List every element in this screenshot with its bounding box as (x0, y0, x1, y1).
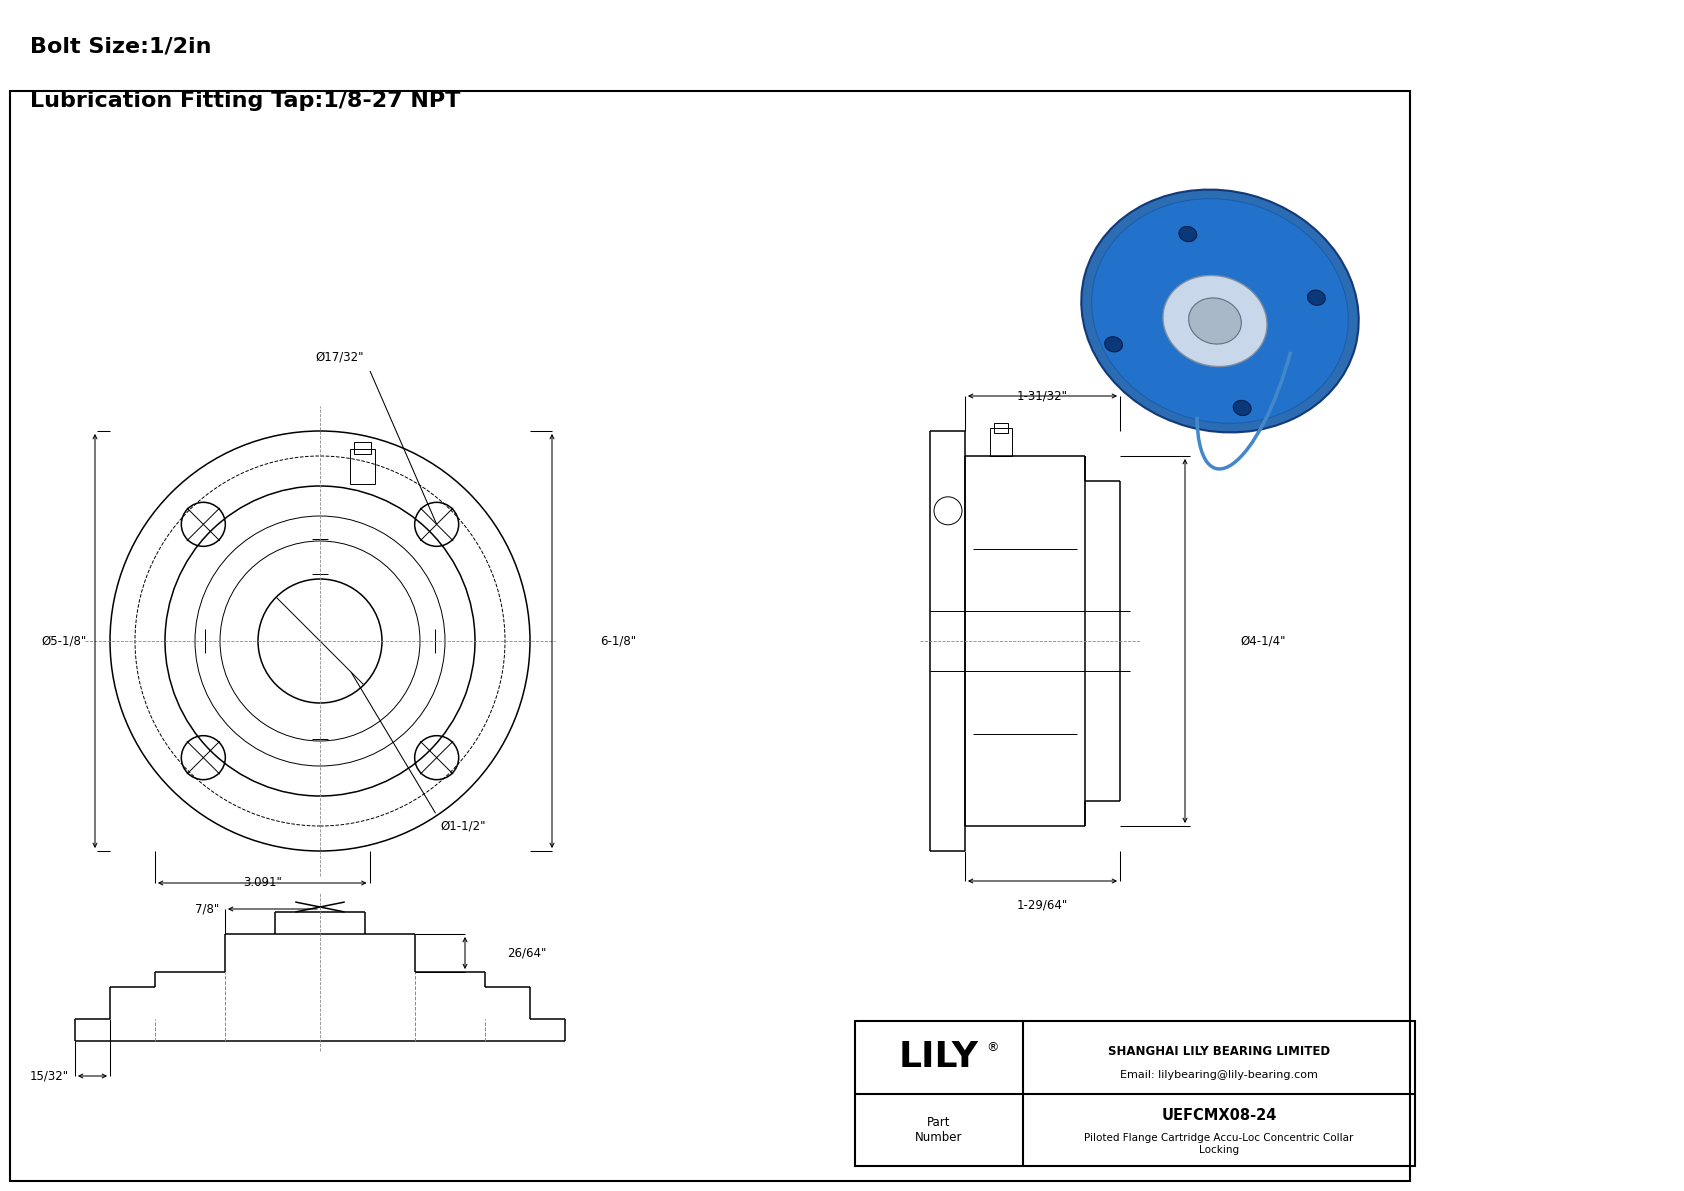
Text: Ø4-1/4": Ø4-1/4" (1239, 635, 1285, 648)
Text: Ø1-1/2": Ø1-1/2" (441, 819, 487, 833)
Ellipse shape (1307, 291, 1325, 305)
Bar (990, 428, 1012, 456)
Ellipse shape (1233, 400, 1251, 416)
Text: 26/64": 26/64" (507, 947, 546, 960)
Ellipse shape (1091, 199, 1349, 423)
Text: Bolt Size:1/2in: Bolt Size:1/2in (30, 36, 212, 56)
Text: ®: ® (987, 1041, 999, 1054)
Text: 6-1/8": 6-1/8" (600, 635, 637, 648)
Text: Part
Number: Part Number (914, 1116, 963, 1143)
Bar (855, 1021, 1415, 1166)
Text: 1-31/32": 1-31/32" (1017, 389, 1068, 403)
Bar (350, 449, 376, 484)
Text: 15/32": 15/32" (30, 1070, 69, 1083)
Text: 7/8": 7/8" (195, 903, 219, 916)
Text: Email: lilybearing@lily-bearing.com: Email: lilybearing@lily-bearing.com (1120, 1070, 1319, 1080)
Bar (10, 91, 1410, 1181)
Ellipse shape (1164, 275, 1266, 367)
Bar (994, 423, 1009, 434)
Ellipse shape (1189, 298, 1241, 344)
Text: UEFCMX08-24: UEFCMX08-24 (1162, 1108, 1276, 1123)
Text: Piloted Flange Cartridge Accu-Loc Concentric Collar
Locking: Piloted Flange Cartridge Accu-Loc Concen… (1084, 1134, 1354, 1155)
Text: Lubrication Fitting Tap:1/8-27 NPT: Lubrication Fitting Tap:1/8-27 NPT (30, 91, 460, 111)
Text: 1-29/64": 1-29/64" (1017, 899, 1068, 912)
Text: SHANGHAI LILY BEARING LIMITED: SHANGHAI LILY BEARING LIMITED (1108, 1045, 1330, 1058)
Ellipse shape (1179, 226, 1197, 242)
Text: Ø17/32": Ø17/32" (315, 351, 364, 364)
Text: 3.091": 3.091" (242, 877, 281, 890)
Text: Ø5-1/8": Ø5-1/8" (42, 635, 88, 648)
Ellipse shape (1105, 337, 1123, 351)
Bar (354, 442, 370, 454)
Ellipse shape (1081, 189, 1359, 432)
Text: LILY: LILY (899, 1040, 978, 1074)
